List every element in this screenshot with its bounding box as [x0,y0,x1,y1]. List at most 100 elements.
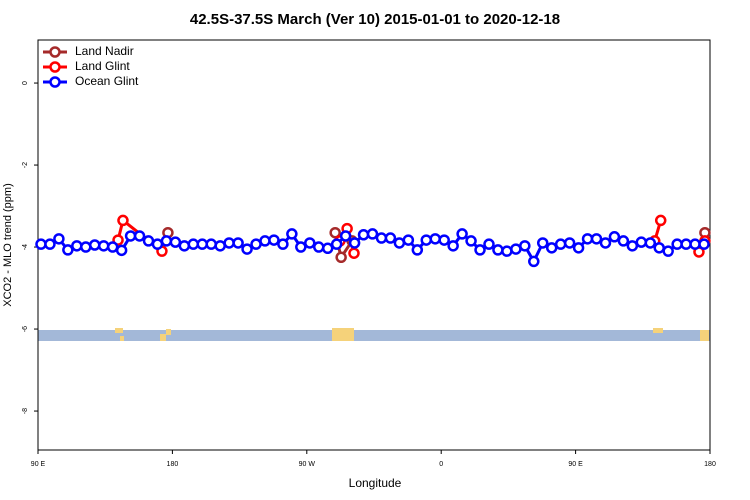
data-point [187,238,200,250]
y-tick-label: -4 [22,244,29,250]
data-point [106,241,119,253]
data-point [438,234,450,246]
data-point [635,236,648,248]
data-point [528,255,540,268]
data-point [286,228,298,240]
data-point [447,240,459,252]
data-point [689,238,701,250]
data-point [402,234,415,246]
data-point [312,241,325,253]
y-tick-label: -8 [22,408,29,414]
data-point [97,240,110,252]
data-point [205,238,217,250]
data-point [554,238,567,250]
data-point [329,226,341,239]
data-point [680,238,692,250]
x-tick-label: 90 E [31,461,46,468]
x-tick-label: 180 [704,461,716,468]
chart-title: 42.5S-37.5S March (Ver 10) 2015-01-01 to… [190,11,560,28]
y-axis-label: XCO2 - MLO trend (ppm) [2,183,14,306]
data-point [599,237,612,249]
data-point [375,232,388,244]
data-point [88,239,101,251]
data-point [169,236,182,248]
legend-label: Ocean Glint [75,74,139,88]
data-point [53,233,65,245]
data-point [563,237,576,249]
data-point [420,234,433,246]
data-point [133,230,146,242]
data-point [348,247,360,259]
data-point [117,214,129,227]
data-point [384,232,397,244]
legend-marker [49,46,61,58]
data-point [456,228,468,240]
legend-label: Land Nadir [75,44,134,58]
data-point [411,244,424,256]
data-point [617,235,630,247]
data-point [160,235,173,247]
data-point [259,235,271,247]
data-point [35,238,47,250]
data-point [492,244,504,256]
data-point [250,238,262,250]
data-point [510,243,522,255]
data-point [366,228,379,240]
data-point [644,237,657,249]
x-tick-label: 90 W [299,461,316,468]
data-point [581,233,594,245]
data-point [572,242,585,254]
data-point [71,240,83,252]
data-point [501,245,513,257]
data-point [196,238,209,250]
x-tick-label: 90 E [568,461,583,468]
data-point [608,231,621,243]
legend-marker [49,61,61,73]
data-point [295,241,307,253]
data-point [465,235,477,247]
data-point [483,238,495,250]
data-point [429,233,441,245]
x-tick-label: 180 [167,461,179,468]
data-point [339,230,352,242]
data-point [178,240,191,252]
data-point [268,234,280,246]
data-point [626,240,639,252]
data-point [653,242,665,254]
data-point [654,214,667,227]
data-point [232,237,244,249]
data-point [348,237,361,249]
surface-band [38,328,710,341]
y-tick-label: -2 [22,162,29,168]
data-point [214,240,226,252]
data-point [335,251,347,264]
data-point [671,238,683,250]
data-point [80,241,92,253]
data-point [115,244,128,257]
data-point [142,235,155,247]
data-point [330,238,343,250]
y-tick-label: 0 [22,81,29,85]
data-point [151,238,164,250]
data-point [590,233,603,245]
y-tick-label: -6 [22,326,29,332]
legend-label: Land Glint [75,59,130,73]
x-axis-label: Longitude [349,476,402,490]
legend-marker [49,76,61,88]
data-point [393,237,406,249]
data-point [698,238,710,250]
data-point [321,242,334,255]
data-point [241,243,253,255]
data-point [474,244,486,256]
data-point [536,237,549,249]
data-point [124,230,137,242]
data-point [519,240,531,252]
data-point [357,229,370,241]
data-point [44,238,56,250]
data-point [545,242,558,254]
data-point [662,245,674,257]
data-point [62,244,74,256]
data-point [304,237,316,249]
